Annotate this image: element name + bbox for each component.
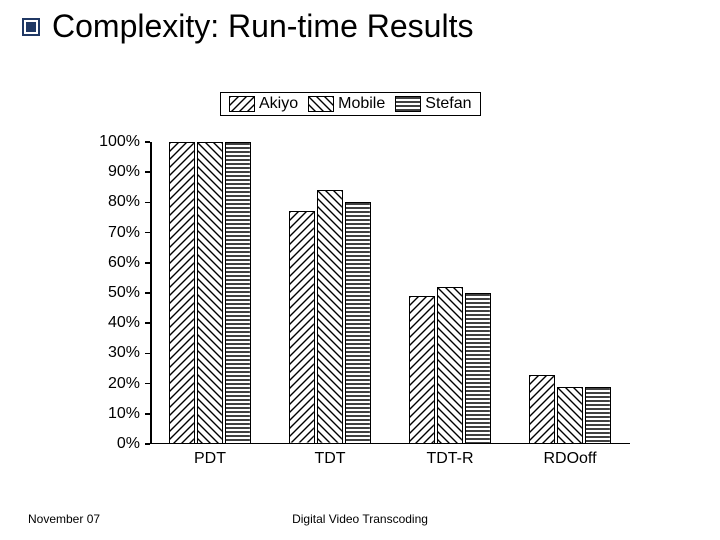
y-tick-mark <box>145 443 150 445</box>
legend-label: Mobile <box>338 95 385 113</box>
title-bullet-inner <box>26 22 36 32</box>
legend-item: Akiyo <box>229 95 298 113</box>
legend-swatch-icon <box>395 96 421 112</box>
chart-bar <box>317 190 343 444</box>
legend-label: Stefan <box>425 95 471 113</box>
y-tick-mark <box>145 353 150 355</box>
chart-bar <box>345 202 371 444</box>
chart-bar <box>289 211 315 444</box>
chart-bar <box>465 293 491 444</box>
footer-title: Digital Video Transcoding <box>0 512 720 526</box>
y-tick-mark <box>145 413 150 415</box>
x-tick-label: RDOoff <box>543 450 596 468</box>
y-tick-label: 100% <box>90 133 140 151</box>
y-tick-mark <box>145 322 150 324</box>
y-tick-label: 70% <box>90 224 140 242</box>
y-tick-mark <box>145 262 150 264</box>
legend-item: Mobile <box>308 95 385 113</box>
y-tick-label: 90% <box>90 163 140 181</box>
y-axis-line <box>150 142 152 444</box>
y-tick-label: 0% <box>90 435 140 453</box>
y-tick-mark <box>145 141 150 143</box>
chart-bar <box>529 375 555 444</box>
x-tick-label: TDT-R <box>426 450 473 468</box>
y-tick-label: 80% <box>90 193 140 211</box>
chart: AkiyoMobileStefan 0%10%20%30%40%50%60%70… <box>90 92 650 492</box>
chart-bar <box>557 387 583 444</box>
chart-bar <box>225 142 251 444</box>
y-tick-label: 50% <box>90 284 140 302</box>
chart-legend: Akiyo Mobile Stefan <box>220 92 481 116</box>
y-tick-mark <box>145 292 150 294</box>
x-tick-label: PDT <box>194 450 226 468</box>
x-tick-label: TDT <box>314 450 345 468</box>
y-tick-label: 60% <box>90 254 140 272</box>
chart-bar <box>585 387 611 444</box>
chart-bar <box>437 287 463 444</box>
y-tick-mark <box>145 232 150 234</box>
y-tick-label: 30% <box>90 344 140 362</box>
y-tick-mark <box>145 202 150 204</box>
y-tick-mark <box>145 383 150 385</box>
slide: Complexity: Run-time Results Akiyo Mobile… <box>0 0 720 540</box>
legend-swatch-icon <box>229 96 255 112</box>
chart-plot-area: 0%10%20%30%40%50%60%70%80%90%100%PDTTDTT… <box>150 142 630 444</box>
legend-swatch-icon <box>308 96 334 112</box>
chart-bar <box>409 296 435 444</box>
title-bullet-icon <box>22 18 40 36</box>
legend-label: Akiyo <box>259 95 298 113</box>
y-tick-label: 20% <box>90 375 140 393</box>
y-tick-label: 40% <box>90 314 140 332</box>
legend-item: Stefan <box>395 95 471 113</box>
slide-title: Complexity: Run-time Results <box>52 8 473 45</box>
y-tick-mark <box>145 171 150 173</box>
chart-bar <box>169 142 195 444</box>
y-tick-label: 10% <box>90 405 140 423</box>
chart-bar <box>197 142 223 444</box>
